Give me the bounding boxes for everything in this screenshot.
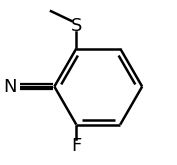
Text: S: S bbox=[71, 17, 82, 35]
Text: F: F bbox=[71, 137, 81, 155]
Text: N: N bbox=[4, 78, 17, 96]
